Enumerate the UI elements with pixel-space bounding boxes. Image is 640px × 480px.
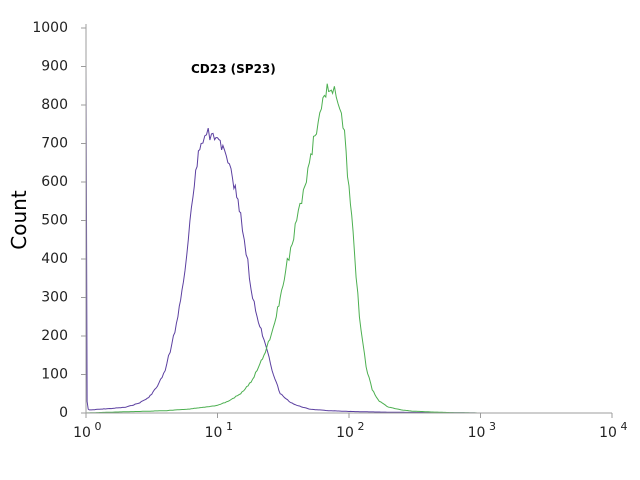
x-tick-label-base: 10 <box>599 425 617 441</box>
x-tick-label-exponent: 2 <box>358 420 365 433</box>
x-tick-label-base: 10 <box>336 425 354 441</box>
series-layer <box>85 66 612 414</box>
x-tick-label-base: 10 <box>205 425 223 441</box>
x-tick-label-exponent: 0 <box>95 420 102 433</box>
chart-title: CD23 (SP23) <box>191 62 276 76</box>
x-tick-label-exponent: 4 <box>621 420 628 433</box>
y-tick-label: 900 <box>41 59 68 75</box>
y-tick-label: 200 <box>41 328 68 344</box>
x-tick-label-exponent: 1 <box>226 420 233 433</box>
histogram-line-1 <box>85 66 612 414</box>
x-axis-ticks: 10 0 10 1 10 2 10 3 10 4 <box>73 413 628 441</box>
y-tick-label: 100 <box>41 367 68 383</box>
y-tick-label: 700 <box>41 136 68 152</box>
y-tick-label: 500 <box>41 213 68 229</box>
histogram-line-2 <box>85 83 612 414</box>
y-axis-label: Count <box>7 190 31 250</box>
y-axis-ticks: 0 100 200 300 400 500 600 700 800 900 1000 <box>32 20 86 421</box>
y-tick-label: 1000 <box>32 20 68 36</box>
y-tick-label: 600 <box>41 174 68 190</box>
y-tick-label: 400 <box>41 251 68 267</box>
y-tick-label: 0 <box>59 405 68 421</box>
x-tick-label-base: 10 <box>468 425 486 441</box>
x-tick-label-base: 10 <box>73 425 91 441</box>
y-tick-label: 300 <box>41 290 68 306</box>
y-tick-label: 800 <box>41 97 68 113</box>
x-tick-label-exponent: 3 <box>489 420 496 433</box>
